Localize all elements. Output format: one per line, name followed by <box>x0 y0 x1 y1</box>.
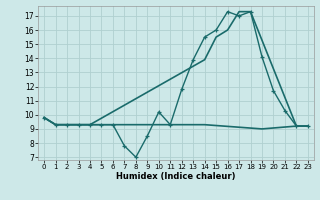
X-axis label: Humidex (Indice chaleur): Humidex (Indice chaleur) <box>116 172 236 181</box>
